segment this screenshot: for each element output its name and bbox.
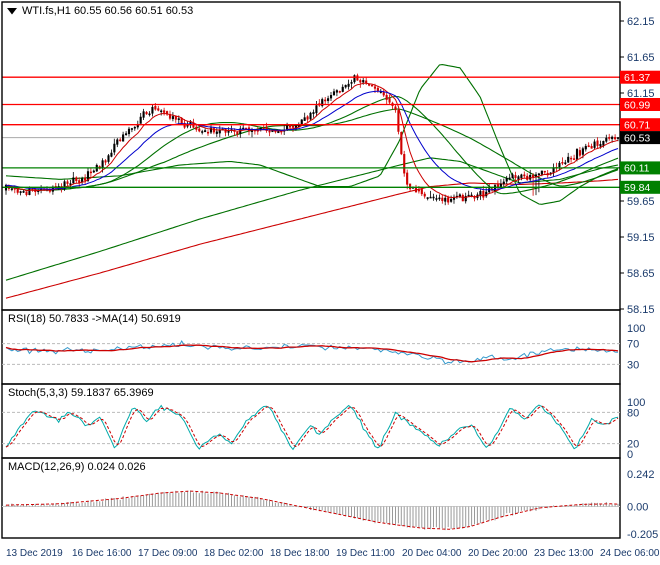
svg-text:58.15: 58.15 bbox=[627, 304, 655, 316]
svg-text:-0.205: -0.205 bbox=[627, 529, 658, 541]
svg-text:16 Dec 16:00: 16 Dec 16:00 bbox=[72, 548, 132, 559]
svg-text:18 Dec 02:00: 18 Dec 02:00 bbox=[204, 548, 264, 559]
svg-text:17 Dec 09:00: 17 Dec 09:00 bbox=[138, 548, 198, 559]
svg-text:13 Dec 2019: 13 Dec 2019 bbox=[6, 548, 63, 559]
svg-text:MACD(12,26,9) 0.024 0.026: MACD(12,26,9) 0.024 0.026 bbox=[8, 461, 146, 473]
svg-text:WTI.fs,H1 60.55 60.56 60.51 6: WTI.fs,H1 60.55 60.56 60.51 60.53 bbox=[22, 5, 193, 17]
svg-text:80: 80 bbox=[627, 407, 639, 419]
svg-text:62.15: 62.15 bbox=[627, 16, 655, 28]
svg-text:60.99: 60.99 bbox=[624, 99, 650, 111]
svg-text:60.11: 60.11 bbox=[624, 163, 650, 175]
svg-text:30: 30 bbox=[627, 359, 639, 371]
svg-text:59.15: 59.15 bbox=[627, 232, 655, 244]
svg-text:0.242: 0.242 bbox=[627, 469, 655, 481]
svg-text:18 Dec 18:00: 18 Dec 18:00 bbox=[270, 548, 330, 559]
svg-text:61.37: 61.37 bbox=[624, 72, 650, 84]
svg-text:59.65: 59.65 bbox=[627, 196, 655, 208]
svg-text:19 Dec 11:00: 19 Dec 11:00 bbox=[336, 548, 395, 559]
svg-text:RSI(18) 50.7833 ->MA(14) 50.6: RSI(18) 50.7833 ->MA(14) 50.6919 bbox=[8, 313, 181, 325]
svg-text:24 Dec 06:00: 24 Dec 06:00 bbox=[600, 548, 660, 559]
svg-text:0: 0 bbox=[627, 449, 633, 461]
svg-text:20 Dec 04:00: 20 Dec 04:00 bbox=[402, 548, 462, 559]
svg-text:20 Dec 20:00: 20 Dec 20:00 bbox=[468, 548, 528, 559]
svg-text:70: 70 bbox=[627, 339, 639, 351]
svg-text:Stoch(5,3,3) 59.1837 65.3969: Stoch(5,3,3) 59.1837 65.3969 bbox=[8, 387, 154, 399]
svg-text:58.65: 58.65 bbox=[627, 268, 655, 280]
svg-text:60.71: 60.71 bbox=[624, 120, 650, 132]
svg-text:61.65: 61.65 bbox=[627, 52, 655, 64]
svg-text:59.84: 59.84 bbox=[624, 182, 650, 194]
svg-text:100: 100 bbox=[627, 323, 645, 335]
svg-text:23 Dec 13:00: 23 Dec 13:00 bbox=[534, 548, 594, 559]
svg-text:60.53: 60.53 bbox=[624, 132, 650, 144]
svg-text:0.00: 0.00 bbox=[627, 502, 648, 514]
